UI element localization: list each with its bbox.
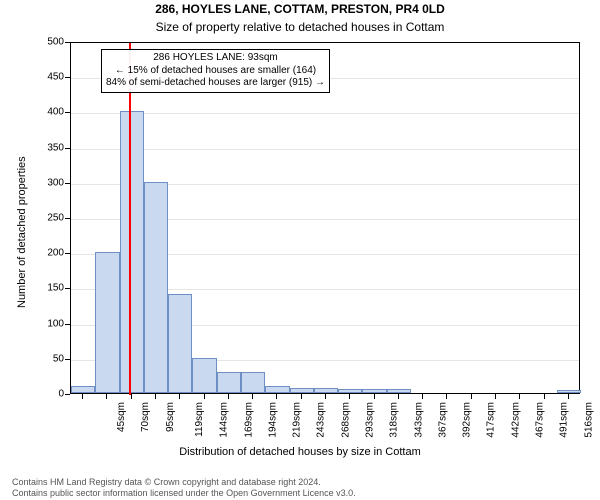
x-tick-mark xyxy=(155,394,156,399)
x-tick-label: 293sqm xyxy=(365,402,376,438)
x-tick-mark xyxy=(252,394,253,399)
x-tick-mark xyxy=(204,394,205,399)
x-axis-label: Distribution of detached houses by size … xyxy=(0,446,600,458)
chart-container: 286, HOYLES LANE, COTTAM, PRESTON, PR4 0… xyxy=(0,0,600,500)
x-tick-mark xyxy=(422,394,423,399)
property-marker-line xyxy=(129,43,131,395)
y-tick-mark xyxy=(65,324,70,325)
x-tick-label: 392sqm xyxy=(462,402,473,438)
x-tick-label: 95sqm xyxy=(165,402,176,432)
y-tick-mark xyxy=(65,112,70,113)
y-tick-mark xyxy=(65,253,70,254)
x-tick-mark xyxy=(446,394,447,399)
y-tick-label: 300 xyxy=(36,177,64,188)
chart-subtitle: Size of property relative to detached ho… xyxy=(0,20,600,34)
x-tick-mark xyxy=(106,394,107,399)
histogram-bar xyxy=(241,372,265,393)
x-tick-mark xyxy=(82,394,83,399)
histogram-bar xyxy=(314,388,338,393)
chart-title: 286, HOYLES LANE, COTTAM, PRESTON, PR4 0… xyxy=(0,2,600,16)
histogram-bar xyxy=(71,386,95,393)
x-tick-mark xyxy=(544,394,545,399)
y-tick-mark xyxy=(65,77,70,78)
y-tick-mark xyxy=(65,148,70,149)
y-tick-mark xyxy=(65,394,70,395)
y-tick-mark xyxy=(65,218,70,219)
attribution-footer: Contains HM Land Registry data © Crown c… xyxy=(0,477,600,498)
y-tick-mark xyxy=(65,183,70,184)
histogram-bar xyxy=(387,389,411,393)
histogram-bar xyxy=(338,389,362,393)
x-tick-label: 243sqm xyxy=(316,402,327,438)
x-tick-label: 169sqm xyxy=(243,402,254,438)
x-tick-mark xyxy=(398,394,399,399)
histogram-bar xyxy=(144,182,168,393)
y-tick-label: 0 xyxy=(36,389,64,400)
x-tick-mark xyxy=(179,394,180,399)
x-tick-mark xyxy=(519,394,520,399)
gridline xyxy=(71,149,579,150)
x-tick-mark xyxy=(495,394,496,399)
x-tick-label: 491sqm xyxy=(559,402,570,438)
y-tick-label: 150 xyxy=(36,283,64,294)
x-tick-mark xyxy=(301,394,302,399)
y-tick-label: 350 xyxy=(36,142,64,153)
y-tick-label: 100 xyxy=(36,318,64,329)
x-tick-label: 417sqm xyxy=(486,402,497,438)
x-tick-label: 70sqm xyxy=(140,402,151,432)
annotation-line: ← 15% of detached houses are smaller (16… xyxy=(106,65,325,78)
histogram-bar xyxy=(362,389,386,393)
x-tick-label: 194sqm xyxy=(267,402,278,438)
y-tick-label: 500 xyxy=(36,37,64,48)
x-tick-label: 343sqm xyxy=(413,402,424,438)
y-axis-label: Number of detached properties xyxy=(16,156,28,308)
x-tick-mark xyxy=(374,394,375,399)
x-tick-label: 45sqm xyxy=(116,402,127,432)
histogram-bar xyxy=(192,358,216,393)
x-tick-label: 318sqm xyxy=(389,402,400,438)
x-tick-mark xyxy=(349,394,350,399)
histogram-bar xyxy=(290,388,314,393)
x-tick-label: 367sqm xyxy=(437,402,448,438)
x-tick-label: 219sqm xyxy=(292,402,303,438)
histogram-bar xyxy=(95,252,119,393)
histogram-bar xyxy=(120,111,144,393)
x-tick-mark xyxy=(471,394,472,399)
x-tick-mark xyxy=(325,394,326,399)
y-tick-label: 400 xyxy=(36,107,64,118)
y-tick-mark xyxy=(65,288,70,289)
x-tick-mark xyxy=(131,394,132,399)
histogram-bar xyxy=(557,390,581,393)
plot-area: 286 HOYLES LANE: 93sqm← 15% of detached … xyxy=(70,42,580,394)
y-tick-label: 50 xyxy=(36,353,64,364)
x-tick-label: 119sqm xyxy=(194,402,205,437)
gridline xyxy=(71,113,579,114)
x-tick-mark xyxy=(276,394,277,399)
annotation-line: 84% of semi-detached houses are larger (… xyxy=(106,77,325,90)
x-tick-mark xyxy=(568,394,569,399)
x-tick-mark xyxy=(228,394,229,399)
x-tick-label: 144sqm xyxy=(219,402,230,438)
y-tick-label: 200 xyxy=(36,248,64,259)
y-tick-mark xyxy=(65,359,70,360)
y-tick-mark xyxy=(65,42,70,43)
histogram-bar xyxy=(265,386,289,393)
footer-line-2: Contains public sector information licen… xyxy=(12,488,600,498)
annotation-line: 286 HOYLES LANE: 93sqm xyxy=(106,52,325,65)
x-tick-label: 442sqm xyxy=(510,402,521,438)
y-tick-label: 450 xyxy=(36,72,64,83)
histogram-bar xyxy=(217,372,241,393)
annotation-box: 286 HOYLES LANE: 93sqm← 15% of detached … xyxy=(101,49,330,93)
y-tick-label: 250 xyxy=(36,213,64,224)
footer-line-1: Contains HM Land Registry data © Crown c… xyxy=(12,477,600,487)
x-tick-label: 268sqm xyxy=(340,402,351,438)
x-tick-label: 516sqm xyxy=(583,402,594,438)
histogram-bar xyxy=(168,294,192,393)
x-tick-label: 467sqm xyxy=(535,402,546,438)
